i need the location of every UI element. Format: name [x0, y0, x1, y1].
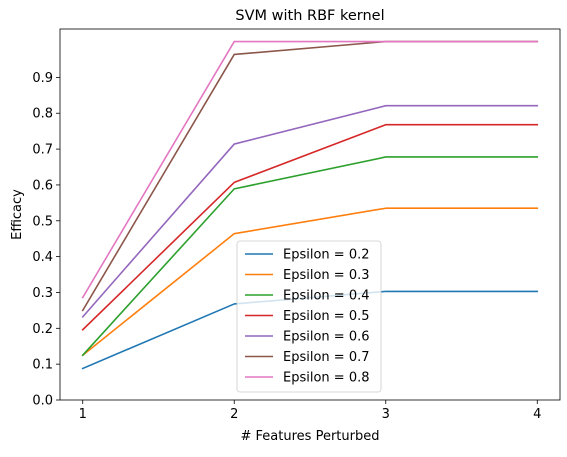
series-line-3	[81, 156, 539, 357]
y-tick-label: 0.8	[32, 107, 53, 122]
y-axis-ticks: 0.0 0.1 0.2 0.3 0.4 0.5 0.6 0.7 0.8 0.9	[32, 71, 60, 409]
x-tick-label: 4	[533, 407, 541, 422]
x-tick-label: 3	[382, 407, 390, 422]
series-layer	[81, 40, 539, 370]
y-tick-label: 0.0	[32, 394, 53, 409]
plot-frame	[59, 28, 561, 401]
series-line-5	[81, 104, 539, 318]
legend-box	[236, 240, 382, 393]
legend-label-4: Epsilon = 0.5	[283, 309, 370, 324]
y-tick-label: 0.1	[32, 358, 53, 373]
series-line-2	[81, 207, 539, 357]
chart-title: SVM with RBF kernel	[235, 8, 384, 24]
y-tick-label: 0.9	[32, 71, 53, 86]
y-tick-label: 0.5	[32, 214, 53, 229]
x-tick-label: 1	[79, 407, 87, 422]
legend-items: Epsilon = 0.2 Epsilon = 0.3 Epsilon = 0.4 E…	[245, 248, 370, 386]
y-tick-label: 0.7	[32, 143, 53, 158]
legend-label-3: Epsilon = 0.4	[283, 289, 370, 304]
legend-label-2: Epsilon = 0.3	[283, 268, 370, 283]
y-axis-label: Efficacy	[10, 189, 25, 240]
series-line-4	[81, 123, 539, 331]
y-tick-label: 0.2	[32, 322, 53, 337]
x-axis-ticks: 1 2 3 4	[79, 400, 541, 422]
legend-label-1: Epsilon = 0.2	[283, 248, 370, 263]
legend-label-5: Epsilon = 0.6	[283, 330, 370, 345]
legend-label-7: Epsilon = 0.8	[283, 371, 370, 386]
y-tick-label: 0.4	[32, 250, 53, 265]
legend: Epsilon = 0.2 Epsilon = 0.3 Epsilon = 0.4 E…	[236, 240, 382, 393]
y-tick-label: 0.3	[32, 286, 53, 301]
series-line-7	[81, 40, 539, 299]
legend-label-6: Epsilon = 0.7	[283, 350, 370, 365]
x-axis-label: # Features Perturbed	[241, 429, 380, 444]
x-tick-label: 2	[230, 407, 238, 422]
y-tick-label: 0.6	[32, 178, 53, 193]
